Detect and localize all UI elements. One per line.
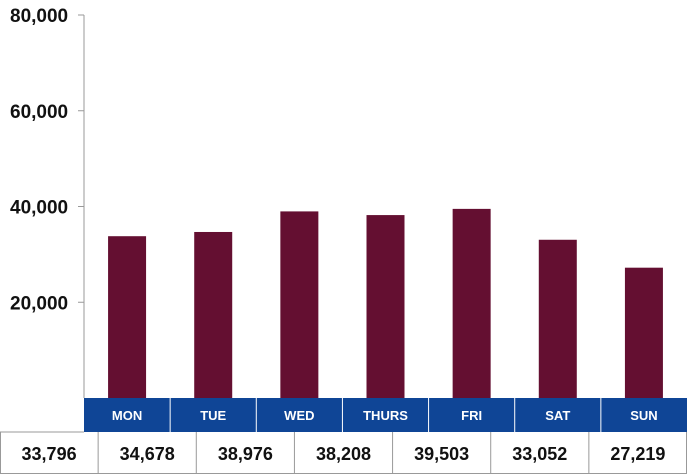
- bar-wed: [280, 211, 319, 398]
- y-tick-label: 20,000: [10, 293, 68, 314]
- value-label-tue: 34,678: [120, 444, 175, 464]
- y-tick-label: 80,000: [10, 6, 68, 27]
- bar-fri: [452, 208, 491, 398]
- value-label-sun: 27,219: [610, 444, 665, 464]
- y-tick-label: 40,000: [10, 198, 68, 219]
- bar-mon: [108, 236, 147, 398]
- bar-sat: [538, 239, 577, 398]
- category-label-tue: TUE: [200, 408, 226, 423]
- value-label-sat: 33,052: [512, 444, 567, 464]
- category-label-sat: SAT: [545, 408, 570, 423]
- category-label-mon: MON: [112, 408, 142, 423]
- category-band: MON TUE WED THURS FRI SAT SUN: [84, 398, 687, 432]
- value-table: 33,796 34,678 38,976 38,208 39,503 33,052 27,2…: [0, 431, 687, 474]
- bar-thurs: [366, 215, 405, 398]
- category-label-thurs: THURS: [363, 408, 408, 423]
- y-tick-label: 60,000: [10, 102, 68, 123]
- bar-sun: [624, 267, 663, 398]
- value-label-mon: 33,796: [22, 444, 77, 464]
- value-label-wed: 38,976: [218, 444, 273, 464]
- y-axis: 20,000 40,000 60,000 80,000: [10, 6, 85, 398]
- category-label-fri: FRI: [461, 408, 482, 423]
- category-band-background: [84, 398, 687, 432]
- value-label-fri: 39,503: [414, 444, 469, 464]
- value-label-thurs: 38,208: [316, 444, 371, 464]
- category-label-wed: WED: [284, 408, 314, 423]
- bar-tue: [194, 231, 233, 398]
- bars: [108, 208, 663, 398]
- category-label-sun: SUN: [630, 408, 657, 423]
